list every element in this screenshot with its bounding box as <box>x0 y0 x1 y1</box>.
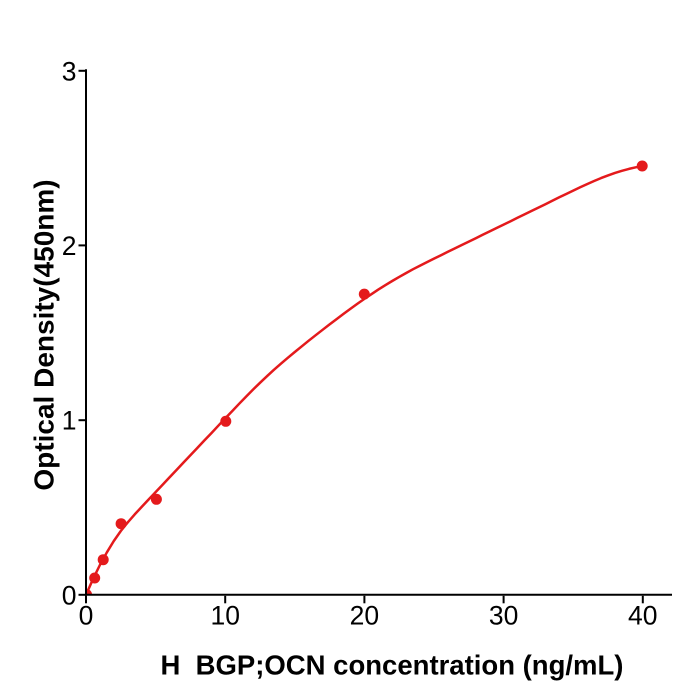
svg-text:2: 2 <box>62 231 77 261</box>
svg-text:1: 1 <box>62 406 77 436</box>
svg-text:3: 3 <box>62 56 77 86</box>
svg-text:20: 20 <box>350 600 379 630</box>
svg-text:30: 30 <box>489 600 518 630</box>
svg-text:40: 40 <box>628 600 657 630</box>
svg-text:0: 0 <box>79 600 94 630</box>
svg-text:0: 0 <box>62 580 77 610</box>
svg-text:H BGP;OCN concentration (ng/m: H BGP;OCN concentration (ng/mL) <box>161 649 624 680</box>
svg-text:10: 10 <box>210 600 239 630</box>
svg-text:Optical Density(450nm): Optical Density(450nm) <box>29 179 60 490</box>
